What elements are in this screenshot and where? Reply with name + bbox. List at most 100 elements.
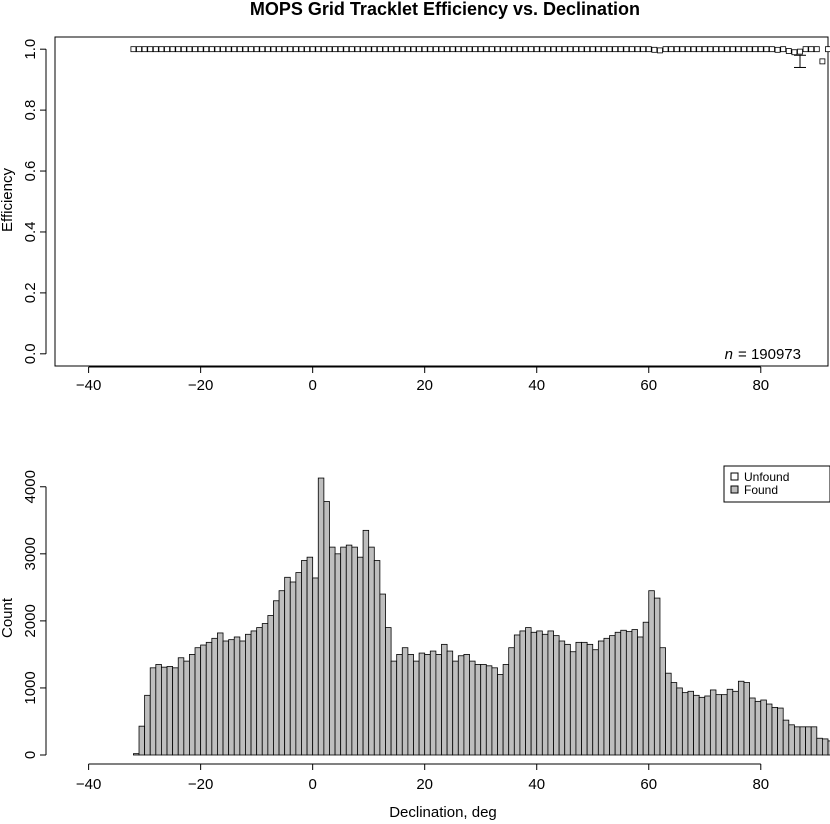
efficiency-point — [169, 46, 176, 53]
efficiency-point — [617, 46, 624, 53]
efficiency-point — [533, 46, 540, 53]
efficiency-point — [141, 46, 148, 53]
histogram-x-tick-label: −20 — [188, 776, 213, 793]
histogram-bar — [351, 546, 358, 756]
histogram-bar — [177, 657, 185, 756]
efficiency-point — [651, 46, 658, 53]
histogram-x-label: Declination, deg — [389, 804, 497, 821]
histogram-bar — [687, 690, 694, 756]
efficiency-point — [455, 46, 462, 53]
histogram-bar — [827, 740, 830, 756]
histogram-bar — [334, 553, 342, 756]
histogram-bar — [401, 647, 409, 756]
efficiency-point — [371, 46, 378, 53]
histogram-bar — [261, 623, 269, 756]
histogram-bar — [519, 630, 526, 756]
efficiency-point — [192, 46, 198, 53]
legend-box — [723, 465, 830, 503]
efficiency-y-tick-label: 0.2 — [22, 282, 39, 303]
efficiency-point — [528, 46, 535, 53]
efficiency-point — [332, 46, 338, 53]
histogram-bar — [211, 637, 218, 756]
efficiency-point — [662, 46, 669, 53]
histogram-bar — [726, 688, 734, 756]
histogram-bar — [144, 694, 151, 756]
efficiency-point — [556, 46, 563, 53]
histogram-bar — [665, 672, 672, 756]
n-annotation: n = 190973 — [725, 346, 801, 363]
histogram-y-tick-label: 4000 — [22, 470, 39, 503]
efficiency-point — [343, 46, 350, 53]
histogram-bar — [603, 637, 610, 756]
histogram-y-tick-label: 3000 — [22, 537, 39, 570]
histogram-bar — [161, 666, 168, 756]
efficiency-point — [757, 46, 764, 53]
legend-swatch-unfound — [730, 472, 739, 481]
histogram-bar — [648, 590, 655, 756]
efficiency-point — [752, 46, 759, 53]
efficiency-point — [797, 48, 803, 55]
efficiency-point — [769, 46, 775, 53]
efficiency-point — [522, 46, 529, 53]
efficiency-point — [466, 46, 473, 53]
efficiency-plot-frame — [54, 36, 829, 367]
histogram-bar — [273, 600, 280, 756]
efficiency-point — [158, 46, 165, 53]
legend-label-found: Found — [744, 483, 778, 497]
histogram-bar — [597, 640, 605, 756]
efficiency-point — [410, 46, 417, 53]
efficiency-point — [376, 46, 383, 53]
histogram-bar — [362, 529, 370, 756]
efficiency-point — [813, 46, 820, 53]
histogram-bar — [575, 641, 582, 756]
histogram-bar — [715, 694, 722, 756]
histogram-bar — [782, 719, 790, 756]
histogram-bar — [256, 627, 263, 756]
histogram-bar — [250, 630, 258, 756]
efficiency-point — [388, 46, 394, 53]
efficiency-point — [825, 46, 830, 53]
histogram-bar — [525, 627, 532, 756]
efficiency-point — [180, 46, 187, 53]
efficiency-point — [629, 46, 635, 53]
efficiency-point — [186, 46, 193, 53]
efficiency-y-tick-label: 0.4 — [22, 222, 39, 243]
histogram-bar — [513, 634, 521, 756]
histogram-bar — [749, 697, 756, 756]
efficiency-x-tick-label: 20 — [416, 377, 433, 394]
histogram-bar — [278, 590, 286, 756]
efficiency-x-tick-label: 60 — [640, 377, 657, 394]
histogram-bar — [345, 544, 353, 756]
histogram-bar — [301, 560, 308, 756]
n-annotation-symbol: n — [725, 346, 733, 363]
histogram-bar — [463, 654, 470, 756]
histogram-y-label: Count — [0, 597, 16, 638]
efficiency-point — [573, 46, 579, 53]
histogram-bar — [435, 654, 442, 756]
efficiency-point — [427, 46, 434, 53]
efficiency-y-tick-label: 0.6 — [22, 161, 39, 182]
efficiency-point — [505, 46, 512, 53]
efficiency-point — [315, 46, 322, 53]
efficiency-point — [304, 46, 310, 53]
histogram-bar — [592, 649, 599, 756]
histogram-bar — [743, 682, 750, 756]
histogram-x-tick-label: 80 — [752, 776, 769, 793]
efficiency-point — [718, 46, 725, 53]
histogram-bar — [788, 724, 795, 756]
histogram-bar — [541, 633, 549, 756]
efficiency-point — [287, 46, 294, 53]
histogram-bar — [149, 667, 157, 756]
efficiency-point — [685, 46, 691, 53]
histogram-bar — [373, 560, 381, 756]
histogram-bar — [469, 660, 476, 756]
efficiency-point — [404, 46, 411, 53]
histogram-bar — [312, 577, 319, 756]
efficiency-point — [539, 46, 546, 53]
histogram-bar — [379, 593, 386, 756]
efficiency-point — [735, 46, 742, 53]
efficiency-point — [729, 46, 736, 53]
histogram-bar — [765, 703, 773, 756]
efficiency-point — [517, 46, 523, 53]
legend-swatch-found — [730, 485, 739, 494]
